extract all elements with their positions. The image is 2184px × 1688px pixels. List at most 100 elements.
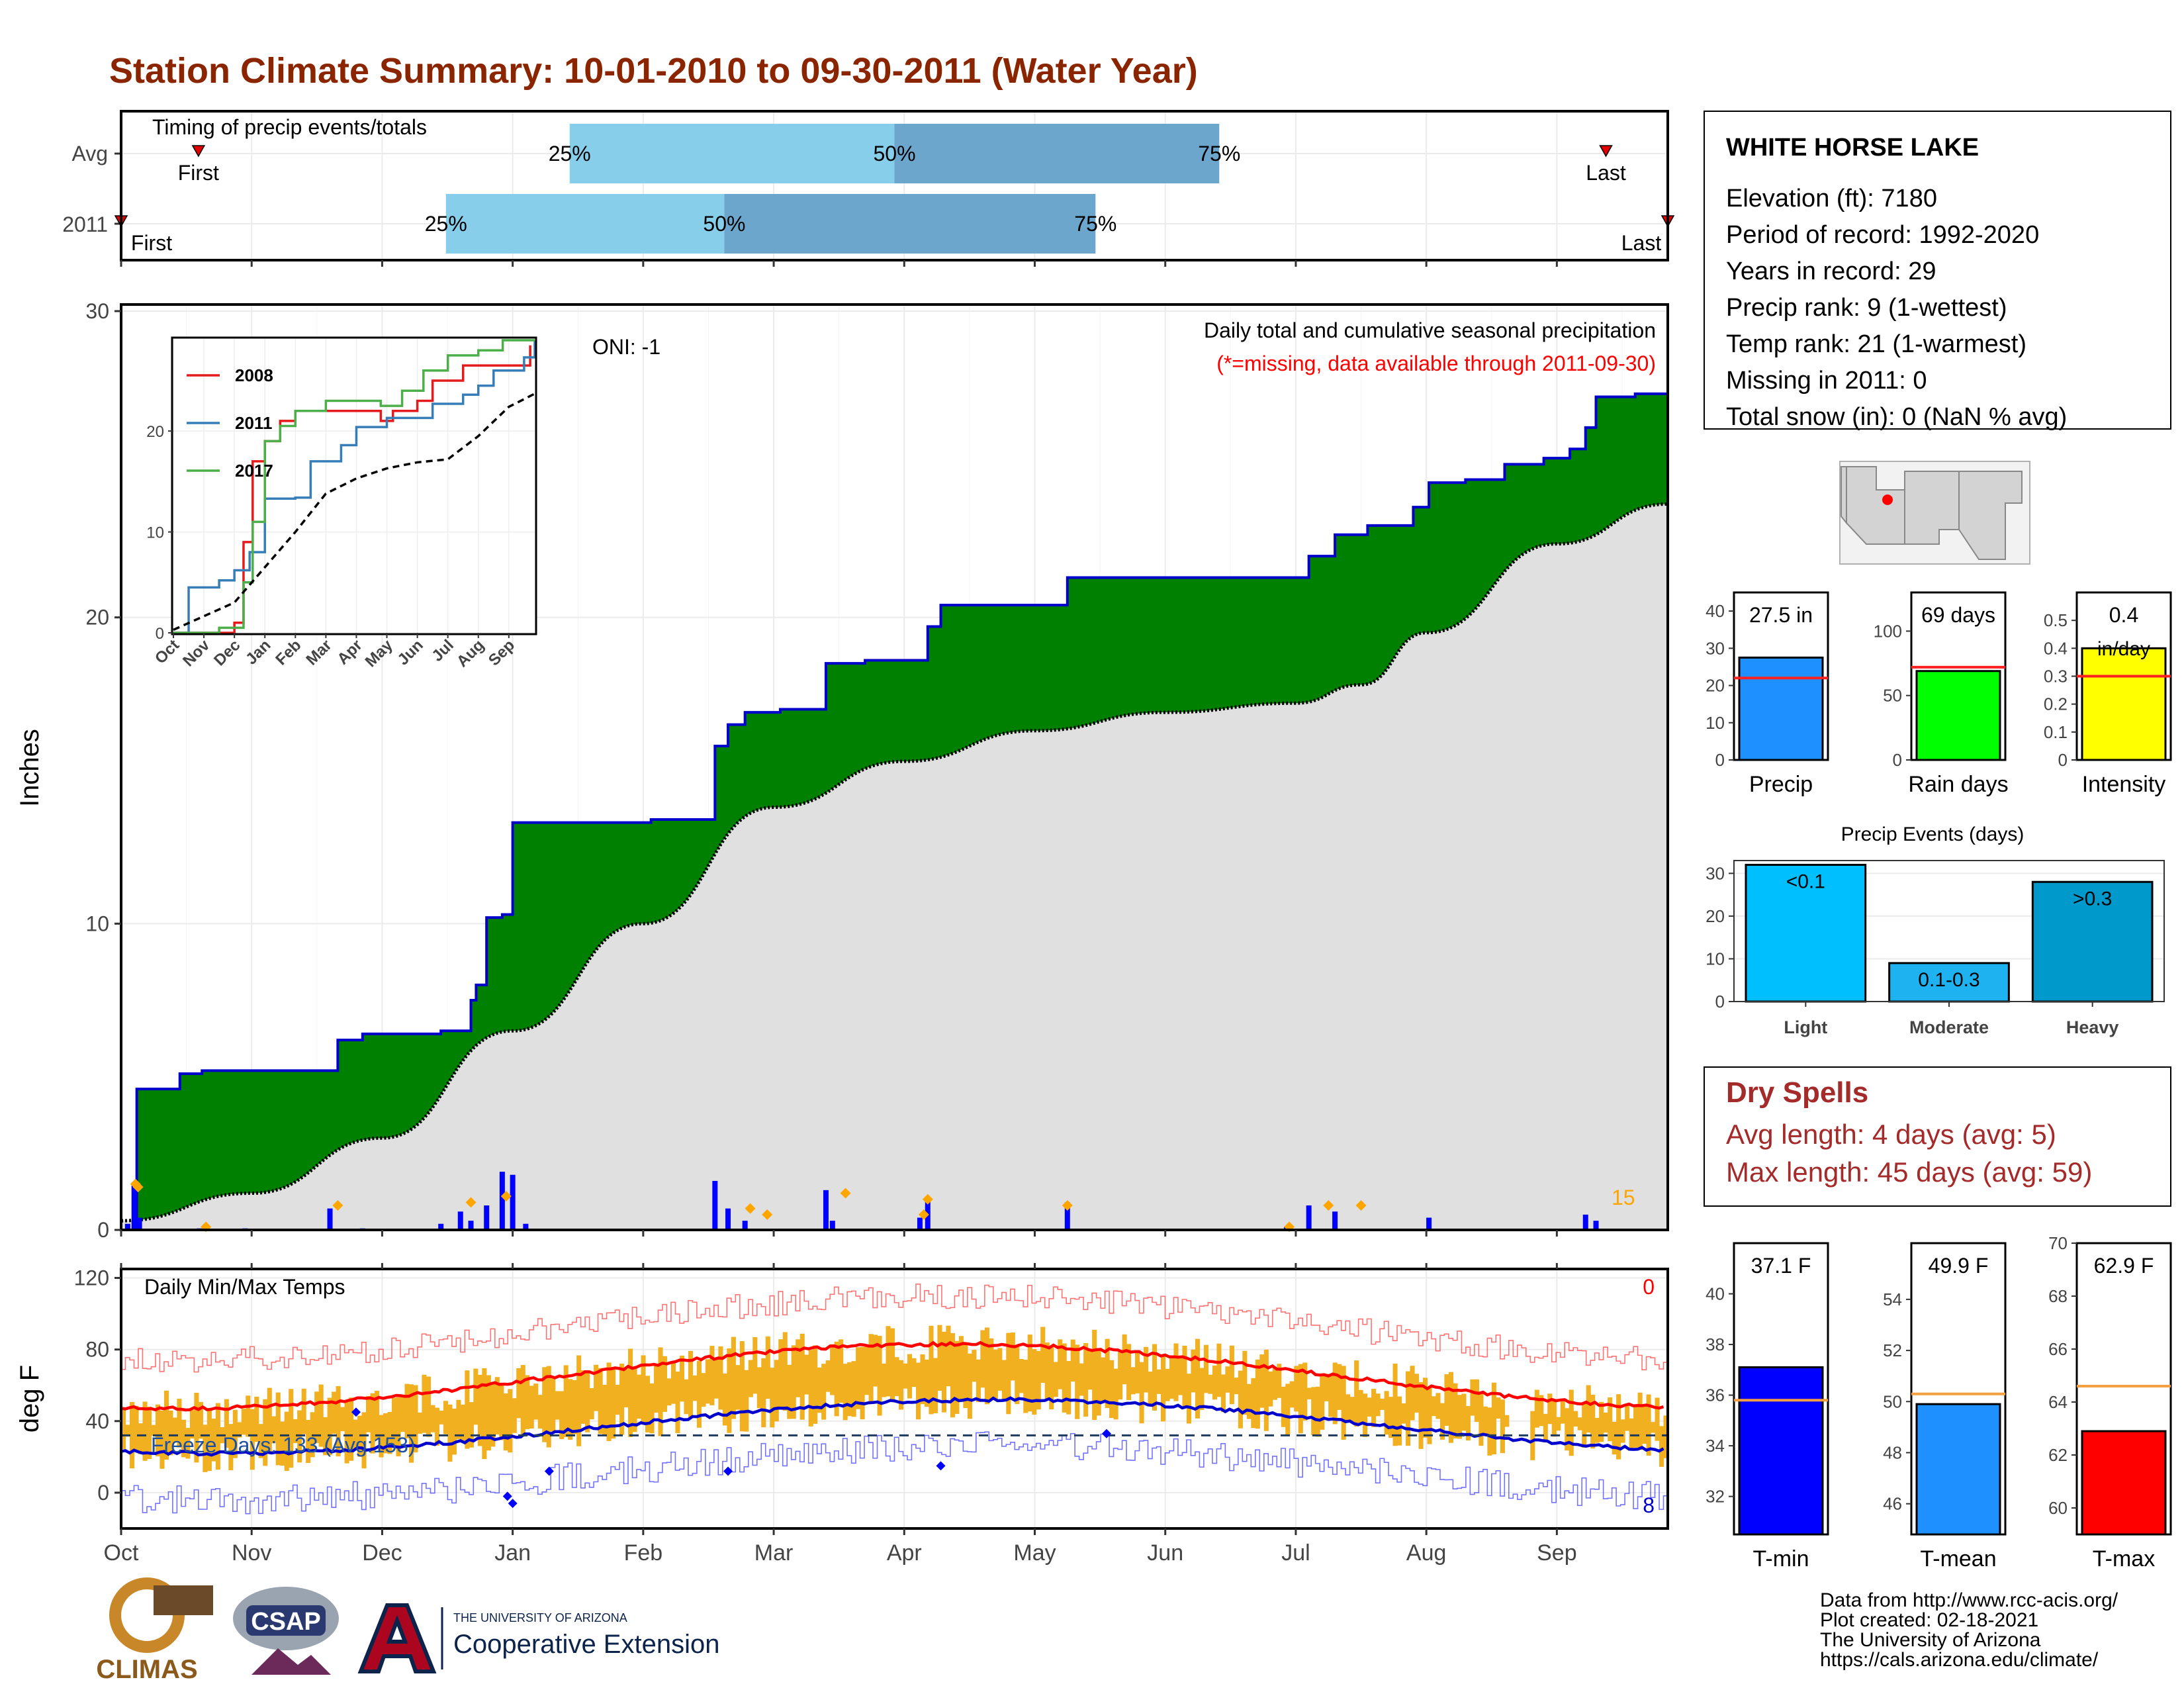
summary-y-tick-label: 48 (1883, 1442, 1902, 1462)
daily-temp-bar (744, 1370, 749, 1432)
daily-temp-bar (349, 1397, 354, 1461)
summary-bar-panel-rain-days: 69 days 0 50 100 Rain days (1874, 591, 2009, 797)
daily-temp-bar (1109, 1360, 1115, 1419)
summary-bar-panel-intensity: 0.4 in/day 0 0.1 0.2 0.3 0.4 0.5 Intensity (2044, 591, 2172, 797)
daily-temp-bar (1105, 1338, 1110, 1409)
daily-temp-bar (533, 1383, 539, 1420)
daily-precip-bar (1593, 1221, 1599, 1230)
csap-mountain-icon (251, 1648, 331, 1675)
daily-temp-bar (688, 1350, 693, 1419)
daily-temp-bar (799, 1333, 805, 1420)
daily-temp-bar (1539, 1395, 1544, 1427)
daily-temp-bar (890, 1328, 895, 1401)
station-box-frame (1704, 111, 2171, 430)
daily-temp-bar (1160, 1356, 1166, 1422)
summary-y-tick-label: 0.4 (2044, 638, 2068, 658)
summary-y-tick-label: 0 (1893, 750, 1902, 770)
daily-temp-bar (679, 1355, 685, 1402)
summary-y-tick-label: 0.2 (2044, 694, 2068, 714)
month-tick-label: May (1013, 1540, 1056, 1566)
daily-temp-bar (340, 1407, 345, 1432)
daily-temp-bar (246, 1395, 251, 1437)
daily-temp-bar (993, 1349, 998, 1399)
summary-bar-value (1738, 1366, 1824, 1536)
summary-bar-unit-label: in/day (2097, 638, 2150, 660)
month-tick-label: Jul (1281, 1540, 1310, 1566)
daily-temp-bar (1062, 1343, 1067, 1413)
daily-temp-bar (1594, 1417, 1600, 1443)
daily-temp-bar (177, 1399, 182, 1448)
daily-temp-bar (336, 1385, 341, 1457)
daily-temp-bar (490, 1382, 496, 1447)
daily-temp-bar (864, 1346, 870, 1395)
daily-temp-bar (396, 1397, 401, 1457)
daily-temp-bar (1465, 1406, 1471, 1441)
summary-y-tick-label: 0.3 (2044, 667, 2068, 686)
daily-temp-bar (1096, 1350, 1101, 1416)
daily-temp-bar (653, 1365, 659, 1413)
temp-record-low-marker (502, 1491, 512, 1501)
daily-temp-bar (984, 1327, 989, 1405)
daily-precip-bar (468, 1221, 474, 1230)
daily-temp-bar (920, 1354, 925, 1405)
daily-temp-bar (1620, 1419, 1625, 1443)
daily-temp-bar (1186, 1374, 1192, 1424)
daily-temp-bar (774, 1360, 779, 1422)
daily-temp-bar (1010, 1332, 1015, 1381)
daily-temp-bar (1534, 1389, 1539, 1428)
daily-temp-bar (469, 1402, 474, 1448)
dry-spells-box: Dry Spells Avg length: 4 days (avg: 5) M… (1704, 1066, 2171, 1207)
daily-temp-bar (765, 1336, 770, 1399)
daily-temp-bar (937, 1325, 942, 1391)
daily-temp-bar (1586, 1385, 1591, 1433)
daily-temp-bar (713, 1359, 719, 1399)
summary-y-tick-label: 100 (1874, 621, 1902, 641)
summary-y-tick-label: 64 (2048, 1392, 2068, 1412)
daily-temp-bar (1625, 1405, 1630, 1431)
daily-temp-bar (585, 1372, 590, 1432)
daily-temp-bar (383, 1413, 388, 1454)
daily-temp-bar (958, 1336, 964, 1403)
daily-temp-bar (670, 1362, 676, 1404)
daily-temp-bar (924, 1359, 930, 1407)
daily-temp-bar (344, 1402, 349, 1464)
daily-temp-bar (675, 1372, 680, 1433)
daily-temp-bar (731, 1336, 736, 1419)
daily-temp-bar (735, 1365, 741, 1410)
daily-temp-bar (1384, 1391, 1389, 1435)
daily-temp-bar (460, 1404, 465, 1442)
daily-temp-bar (1177, 1357, 1183, 1395)
inset-y-tick-label: 20 (146, 423, 164, 441)
daily-temp-bar (426, 1376, 431, 1437)
month-tick-label: Feb (624, 1540, 663, 1566)
daily-temp-bar (709, 1346, 715, 1405)
daily-temp-bar (632, 1368, 637, 1432)
daily-temp-bar (1659, 1426, 1664, 1467)
daily-temp-bar (447, 1404, 453, 1462)
events-y-tick-label: 0 (1715, 992, 1725, 1011)
dry-spells-title: Dry Spells (1726, 1076, 1868, 1109)
daily-temp-bar (856, 1347, 861, 1409)
daily-temp-bar (1272, 1367, 1277, 1400)
daily-temp-bar (529, 1385, 534, 1429)
daily-temp-bar (1551, 1399, 1557, 1437)
daily-temp-bar (1148, 1371, 1153, 1406)
daily-precip-bar (136, 1217, 142, 1230)
daily-precip-marker (1323, 1199, 1334, 1211)
timing-title: Timing of precip events/totals (152, 115, 427, 139)
daily-precip-bar (124, 1223, 130, 1230)
daily-temp-bar (911, 1358, 917, 1387)
summary-y-tick-label: 46 (1883, 1494, 1902, 1514)
missing-note: (*=missing, data available through 2011-… (1216, 352, 1656, 375)
temp-record-low-marker (544, 1466, 554, 1476)
temp-y-label: deg F (15, 1365, 44, 1432)
daily-temp-bar (151, 1425, 156, 1436)
timing-pct-label: 75% (1074, 212, 1116, 236)
daily-temp-bar (817, 1367, 822, 1413)
daily-temp-bar (1341, 1366, 1346, 1440)
daily-temp-bar (1629, 1418, 1634, 1450)
daily-precip-marker (465, 1197, 477, 1208)
summary-bar-value-label: 49.9 F (1929, 1254, 1989, 1278)
summary-y-tick-label: 38 (1706, 1335, 1725, 1354)
